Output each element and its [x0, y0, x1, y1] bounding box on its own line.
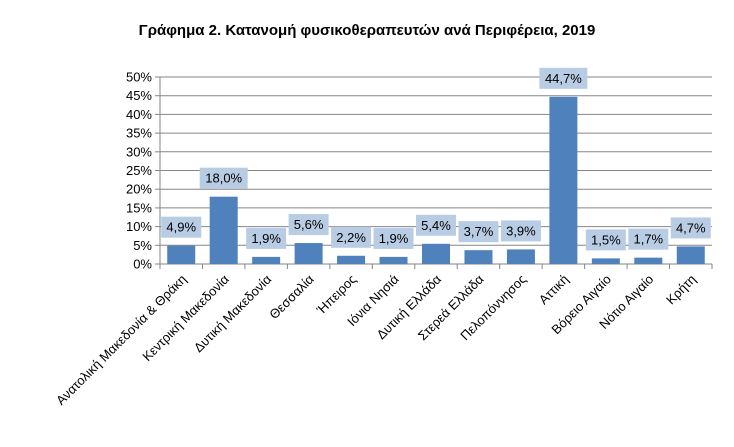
y-tick-label: 25%	[126, 163, 152, 178]
bar	[634, 257, 663, 264]
data-label-box	[500, 220, 541, 242]
data-label-box	[539, 67, 588, 89]
y-tick-label: 0%	[133, 257, 152, 272]
category-label: Αττική	[536, 272, 572, 308]
bar	[252, 256, 281, 264]
data-label: 3,9%	[506, 223, 536, 238]
bar	[506, 249, 535, 264]
y-tick-label: 45%	[126, 88, 152, 103]
y-tick-label: 35%	[126, 126, 152, 141]
data-label-box	[161, 216, 202, 238]
y-tick-label: 30%	[126, 144, 152, 159]
data-label-box	[331, 226, 372, 248]
bar	[591, 258, 620, 264]
data-label: 5,6%	[294, 217, 324, 232]
y-tick-label: 20%	[126, 182, 152, 197]
bar	[549, 96, 578, 265]
bar	[294, 243, 323, 264]
bars	[167, 96, 705, 265]
data-label: 1,5%	[591, 232, 621, 247]
chart-title: Γράφημα 2. Κατανομή φυσικοθεραπευτών ανά…	[138, 22, 596, 39]
data-label-box	[670, 217, 711, 239]
bar	[676, 246, 705, 264]
data-label-box	[416, 214, 456, 236]
data-label: 5,4%	[421, 218, 451, 233]
data-label-box	[373, 227, 414, 249]
data-labels: 4,9% 18,0% 1,9% 5,6% 2,2% 1,9% 5,4% 3,7% 3,9% 44,…	[161, 67, 711, 251]
y-tick-label: 40%	[126, 107, 152, 122]
category-label: Θεσσαλία	[266, 271, 317, 322]
y-tick-label: 50%	[126, 70, 152, 85]
axes: 0% 5% 10% 15% 20% 25% 30% 35% 40% 45% 50%	[126, 70, 713, 272]
data-label: 1,7%	[633, 232, 663, 247]
bar	[209, 196, 238, 264]
category-label: Κρήτη	[663, 272, 699, 308]
data-label-box	[628, 228, 669, 250]
data-label: 1,9%	[251, 231, 281, 246]
bar	[464, 250, 493, 264]
bar	[337, 255, 366, 264]
category-label: Δυτική Μακεδονία	[191, 271, 275, 355]
data-label: 18,0%	[205, 171, 242, 186]
data-label: 4,9%	[166, 220, 196, 235]
data-label: 1,9%	[379, 231, 409, 246]
data-label: 2,2%	[336, 230, 366, 245]
y-tick-label: 10%	[126, 219, 152, 234]
y-tick-label: 5%	[133, 238, 152, 253]
data-label-box	[458, 221, 499, 243]
data-label-box	[288, 214, 329, 236]
bar	[167, 245, 196, 264]
data-label: 4,7%	[676, 220, 706, 235]
y-tick-label: 15%	[126, 200, 152, 215]
bar	[422, 243, 450, 264]
data-label-box	[246, 227, 287, 249]
data-label: 44,7%	[545, 71, 582, 86]
data-label: 3,7%	[464, 224, 494, 239]
bar	[379, 256, 408, 264]
data-label-box	[585, 229, 626, 251]
data-label-box	[199, 167, 248, 189]
